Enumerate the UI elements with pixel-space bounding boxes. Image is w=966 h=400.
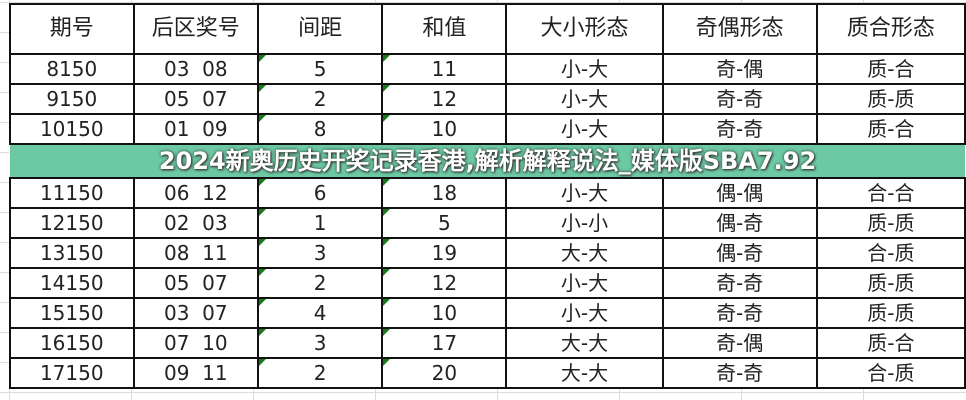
table-cell[interactable]: 大-大 — [505, 357, 664, 389]
table-cell[interactable]: 9150 — [9, 83, 135, 115]
header-row: 期号 后区奖号 间距 和值 大小形态 奇偶形态 质合形态 — [9, 3, 966, 55]
banner-text: 2024新奥历史开奖记录香港,解析解释说法_媒体版SBA7.92 — [158, 146, 817, 175]
table-cell[interactable]: 10 — [381, 297, 508, 329]
lottery-table: 期号 后区奖号 间距 和值 大小形态 奇偶形态 质合形态 8150 03 08 5 11 小-大 奇-… — [9, 3, 966, 389]
table-cell[interactable]: 合-合 — [815, 177, 966, 209]
table-cell[interactable]: 2 — [257, 267, 384, 299]
table-cell[interactable]: 质-质 — [815, 207, 966, 239]
table-row: 11150 06 12 6 18 小-大 偶-偶 合-合 — [9, 177, 966, 209]
table-cell[interactable]: 06 12 — [132, 177, 260, 209]
table-cell[interactable]: 02 03 — [132, 207, 260, 239]
table-cell[interactable]: 07 10 — [132, 327, 260, 359]
table-cell[interactable]: 03 08 — [132, 53, 260, 85]
column-header[interactable]: 奇偶形态 — [661, 3, 818, 55]
column-header[interactable]: 间距 — [257, 3, 384, 55]
table-row: 16150 07 10 3 17 大-大 奇-偶 质-合 — [9, 327, 966, 359]
table-cell[interactable]: 11 — [381, 53, 508, 85]
table-cell[interactable]: 14150 — [9, 267, 135, 299]
table-cell[interactable]: 偶-偶 — [661, 177, 818, 209]
title-banner: 2024新奥历史开奖记录香港,解析解释说法_媒体版SBA7.92 — [10, 143, 965, 179]
table-cell[interactable]: 09 11 — [132, 357, 260, 389]
table-cell[interactable]: 5 — [381, 207, 508, 239]
table-cell[interactable]: 小-大 — [505, 53, 664, 85]
table-cell[interactable]: 05 07 — [132, 83, 260, 115]
table-cell[interactable]: 小-大 — [505, 83, 664, 115]
table-cell[interactable]: 03 07 — [132, 297, 260, 329]
column-header[interactable]: 后区奖号 — [132, 3, 260, 55]
table-cell[interactable]: 12 — [381, 83, 508, 115]
table-cell[interactable]: 小-大 — [505, 177, 664, 209]
table-cell[interactable]: 13150 — [9, 237, 135, 269]
table-cell[interactable]: 奇-奇 — [661, 297, 818, 329]
table-cell[interactable]: 5 — [257, 53, 384, 85]
table-cell[interactable]: 15150 — [9, 297, 135, 329]
table-cell[interactable]: 奇-奇 — [661, 113, 818, 145]
column-header[interactable]: 大小形态 — [505, 3, 664, 55]
table-cell[interactable]: 10150 — [9, 113, 135, 145]
table-cell[interactable]: 2 — [257, 357, 384, 389]
column-header[interactable]: 和值 — [381, 3, 508, 55]
table-cell[interactable]: 12150 — [9, 207, 135, 239]
table-cell[interactable]: 质-质 — [815, 267, 966, 299]
banner-row: 2024新奥历史开奖记录香港,解析解释说法_媒体版SBA7.92 — [10, 143, 965, 179]
table-cell[interactable]: 小-小 — [505, 207, 664, 239]
table-cell[interactable]: 8 — [257, 113, 384, 145]
table-cell[interactable]: 4 — [257, 297, 384, 329]
table-cell[interactable]: 奇-奇 — [661, 267, 818, 299]
table-row: 10150 01 09 8 10 小-大 奇-奇 质-合 — [9, 113, 966, 145]
table-cell[interactable]: 8150 — [9, 53, 135, 85]
table-cell[interactable]: 08 11 — [132, 237, 260, 269]
table-cell[interactable]: 质-质 — [815, 297, 966, 329]
table-cell[interactable]: 01 09 — [132, 113, 260, 145]
table-row: 13150 08 11 3 19 大-大 偶-奇 合-质 — [9, 237, 966, 269]
table-cell[interactable]: 小-大 — [505, 297, 664, 329]
table-cell[interactable]: 小-大 — [505, 113, 664, 145]
table-cell[interactable]: 2 — [257, 83, 384, 115]
table-cell[interactable]: 质-质 — [815, 83, 966, 115]
table-cell[interactable]: 奇-奇 — [661, 83, 818, 115]
table-cell[interactable]: 质-合 — [815, 113, 966, 145]
table-row: 14150 05 07 2 12 小-大 奇-奇 质-质 — [9, 267, 966, 299]
table-cell[interactable]: 质-合 — [815, 327, 966, 359]
table-cell[interactable]: 合-质 — [815, 237, 966, 269]
table-row: 8150 03 08 5 11 小-大 奇-偶 质-合 — [9, 53, 966, 85]
table-row: 17150 09 11 2 20 大-大 奇-奇 合-质 — [9, 357, 966, 389]
table-cell[interactable]: 奇-偶 — [661, 53, 818, 85]
table-cell[interactable]: 奇-偶 — [661, 327, 818, 359]
table-cell[interactable]: 1 — [257, 207, 384, 239]
table-row: 15150 03 07 4 10 小-大 奇-奇 质-质 — [9, 297, 966, 329]
table-cell[interactable]: 12 — [381, 267, 508, 299]
table-cell[interactable]: 19 — [381, 237, 508, 269]
table-cell[interactable]: 大-大 — [505, 327, 664, 359]
table-cell[interactable]: 3 — [257, 327, 384, 359]
table-cell[interactable]: 质-合 — [815, 53, 966, 85]
table-cell[interactable]: 偶-奇 — [661, 237, 818, 269]
table-cell[interactable]: 11150 — [9, 177, 135, 209]
table-cell[interactable]: 3 — [257, 237, 384, 269]
table-cell[interactable]: 17 — [381, 327, 508, 359]
table-cell[interactable]: 20 — [381, 357, 508, 389]
table-cell[interactable]: 10 — [381, 113, 508, 145]
table-cell[interactable]: 18 — [381, 177, 508, 209]
table-cell[interactable]: 大-大 — [505, 237, 664, 269]
table-cell[interactable]: 小-大 — [505, 267, 664, 299]
column-header[interactable]: 质合形态 — [815, 3, 966, 55]
table-row: 12150 02 03 1 5 小-小 偶-奇 质-质 — [9, 207, 966, 239]
table-cell[interactable]: 6 — [257, 177, 384, 209]
table-cell[interactable]: 合-质 — [815, 357, 966, 389]
column-header[interactable]: 期号 — [9, 3, 135, 55]
table-row: 9150 05 07 2 12 小-大 奇-奇 质-质 — [9, 83, 966, 115]
table-cell[interactable]: 奇-奇 — [661, 357, 818, 389]
table-cell[interactable]: 05 07 — [132, 267, 260, 299]
table-cell[interactable]: 偶-奇 — [661, 207, 818, 239]
table-cell[interactable]: 16150 — [9, 327, 135, 359]
table-cell[interactable]: 17150 — [9, 357, 135, 389]
